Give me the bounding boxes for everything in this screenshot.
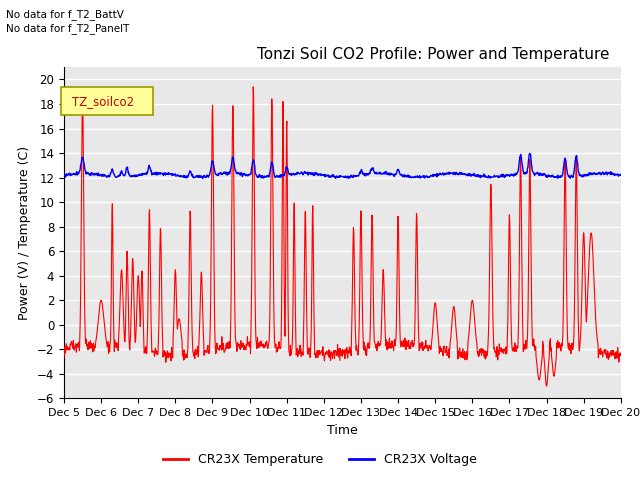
FancyBboxPatch shape [61,87,153,115]
Text: Tonzi Soil CO2 Profile: Power and Temperature: Tonzi Soil CO2 Profile: Power and Temper… [257,47,610,62]
Legend: CR23X Temperature, CR23X Voltage: CR23X Temperature, CR23X Voltage [159,448,481,471]
Text: TZ_soilco2: TZ_soilco2 [72,95,134,108]
Text: No data for f_T2_BattV: No data for f_T2_BattV [6,9,124,20]
X-axis label: Time: Time [327,424,358,437]
Text: No data for f_T2_PanelT: No data for f_T2_PanelT [6,23,130,34]
Y-axis label: Power (V) / Temperature (C): Power (V) / Temperature (C) [19,146,31,320]
